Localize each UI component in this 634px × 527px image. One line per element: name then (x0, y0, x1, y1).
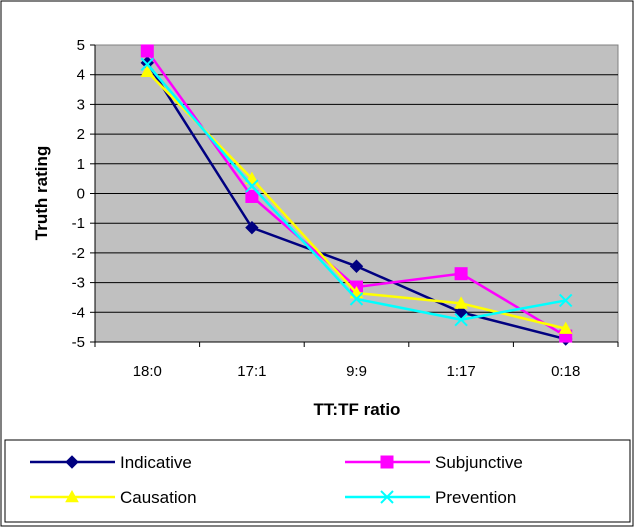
series-layer (140, 44, 573, 346)
legend-marker-indicative (65, 455, 79, 469)
legend-marker-prevention (380, 490, 394, 504)
legend-item-subjunctive: Subjunctive (345, 453, 523, 472)
data-point-subjunctive (245, 189, 259, 203)
legend-item-prevention: Prevention (345, 488, 516, 507)
series-prevention (140, 57, 573, 327)
y-tick-label: -4 (72, 304, 85, 321)
y-tick-label: -1 (72, 215, 85, 232)
legend: Indicative Subjunctive Causation Prevention (30, 453, 523, 507)
y-tick-label: -3 (72, 275, 85, 292)
legend-marker-subjunctive (380, 455, 394, 469)
legend-label-prevention: Prevention (435, 488, 516, 507)
x-tick-label: 17:1 (237, 363, 266, 380)
data-point-prevention (454, 313, 468, 327)
legend-item-indicative: Indicative (30, 453, 192, 472)
x-tick-label: 18:0 (133, 363, 162, 380)
y-tick-label: 1 (77, 156, 85, 173)
legend-label-subjunctive: Subjunctive (435, 453, 523, 472)
x-tick-label: 1:17 (446, 363, 475, 380)
data-point-prevention (349, 292, 364, 306)
data-point-prevention (140, 57, 155, 72)
y-tick-label: 3 (77, 96, 85, 113)
data-point-subjunctive (140, 44, 154, 58)
legend-label-causation: Causation (120, 488, 197, 507)
y-tick-label: 0 (77, 186, 85, 203)
data-point-causation (140, 64, 155, 78)
data-point-prevention (558, 293, 573, 308)
x-tick-label: 9:9 (346, 363, 367, 380)
y-tick-label: 2 (77, 126, 85, 143)
legend-item-causation: Causation (30, 488, 197, 507)
data-point-indicative (349, 259, 364, 273)
data-point-causation (558, 321, 573, 334)
y-tick-label: 5 (77, 37, 85, 54)
y-tick-label: -2 (72, 245, 85, 262)
data-point-causation (454, 296, 468, 309)
data-point-indicative (454, 305, 468, 320)
x-axis-title: TT:TF ratio (314, 400, 401, 419)
data-point-subjunctive (454, 267, 468, 281)
y-tick-label: 4 (77, 67, 85, 84)
legend-label-indicative: Indicative (120, 453, 192, 472)
legend-box (4, 439, 631, 523)
series-causation (140, 64, 573, 334)
x-axis-ticks: 18:0 17:1 9:9 1:17 0:18 (94, 342, 619, 380)
data-point-indicative (245, 220, 259, 235)
y-axis-title: Truth rating (32, 146, 51, 240)
x-tick-label: 0:18 (551, 363, 580, 380)
y-tick-label: -5 (72, 334, 85, 351)
legend-marker-causation (65, 489, 79, 503)
data-point-prevention (245, 179, 259, 193)
y-axis-ticks: 5 4 3 2 1 0 -1 -2 -3 -4 -5 (72, 37, 95, 351)
